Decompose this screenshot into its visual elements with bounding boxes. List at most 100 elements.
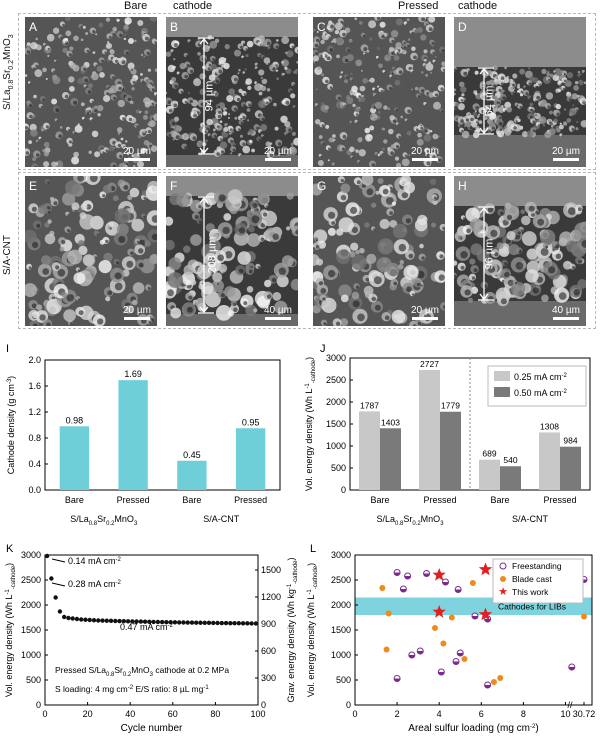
data-point xyxy=(185,620,190,625)
y-tick-label: 1000 xyxy=(326,441,346,451)
data-point xyxy=(206,620,212,626)
data-point-star xyxy=(432,605,446,618)
data-point-half xyxy=(455,589,462,593)
y-right-tick-label: 0 xyxy=(261,700,266,710)
group-label: S/La0.8Sr0.2MnO3 xyxy=(376,514,444,527)
data-point-half xyxy=(442,582,449,585)
data-point xyxy=(113,618,118,624)
scale-bar: 20 µm xyxy=(264,146,292,161)
legend-marker xyxy=(499,562,507,570)
data-point xyxy=(581,613,587,620)
scale-bar-label: 20 µm xyxy=(264,146,292,157)
data-point xyxy=(74,616,80,622)
x-axis-label: Cycle number xyxy=(121,723,183,734)
legend-label: Blade cast xyxy=(512,574,552,584)
data-point-half xyxy=(394,678,401,682)
x-tick-label: 60 xyxy=(168,709,178,719)
chart-i: I 0.0 0.4 0.8 1.2 1.6 2.0 0.98 Bare 1.69 Pressed 0.… xyxy=(6,343,281,527)
data-point xyxy=(57,609,63,614)
sem-panel-letter: D xyxy=(458,20,467,34)
x-tick-label: Bare xyxy=(182,495,201,505)
data-point xyxy=(440,640,447,647)
y-tick-label: 3000 xyxy=(331,550,351,560)
axis-break: // xyxy=(567,700,573,710)
scale-bar: 20 µm xyxy=(123,146,151,161)
bar xyxy=(500,466,521,490)
y-tick-label: 500 xyxy=(331,463,346,473)
legend-label: Freestanding xyxy=(512,561,562,571)
y-right-tick-label: 900 xyxy=(261,619,276,629)
bar xyxy=(177,460,207,490)
annotation: 0.28 mA cm-2 xyxy=(68,579,122,589)
bar xyxy=(440,411,461,490)
thickness-label: 94 µm xyxy=(203,80,216,112)
data-point xyxy=(385,610,392,617)
data-point-half xyxy=(484,685,491,688)
panel-letter-j: J xyxy=(320,343,326,355)
y-tick-label: 1500 xyxy=(21,625,41,635)
panel-letter-i: I xyxy=(6,343,9,355)
data-point xyxy=(228,620,233,626)
bar-value-label: 0.45 xyxy=(183,450,201,460)
x-tick-label: Pressed xyxy=(117,495,150,505)
data-point xyxy=(104,618,109,623)
x-tick-label: 20 xyxy=(83,709,93,719)
x-tick-label: 10 xyxy=(560,709,570,719)
bar-value-label: 1.69 xyxy=(124,369,142,379)
bar-value-label: 1308 xyxy=(540,421,559,431)
data-point xyxy=(121,619,127,624)
x-tick-label: 6 xyxy=(479,709,484,719)
plot-frame xyxy=(44,359,281,491)
data-point-half xyxy=(471,616,478,619)
data-point xyxy=(134,619,139,624)
data-point-half xyxy=(408,655,415,658)
y-tick-label: 1000 xyxy=(331,650,351,660)
scale-bar: 20 µm xyxy=(411,305,439,320)
scale-bar-label: 20 µm xyxy=(123,146,151,157)
legend-swatch xyxy=(494,387,510,397)
bar xyxy=(359,411,380,490)
legend-box xyxy=(492,558,584,604)
sem-panel-letter: A xyxy=(29,20,38,34)
y-tick-label: 0 xyxy=(346,700,351,710)
panel-letter-l: L xyxy=(310,543,316,555)
note: S loading: 4 mg cm-2 E/S ratio: 8 µL mg-… xyxy=(55,684,209,694)
data-point-half xyxy=(417,651,424,654)
band-label: Cathodes for LIBs xyxy=(498,601,566,611)
x-tick-label: 8 xyxy=(521,709,526,719)
bar xyxy=(539,432,560,490)
x-tick-label: 100 xyxy=(250,709,265,719)
legend-label: 0.50 mA cm-2 xyxy=(514,388,568,398)
data-point xyxy=(142,619,148,624)
data-point xyxy=(211,620,216,626)
header-cathode-2: cathode xyxy=(458,0,498,12)
data-point xyxy=(215,620,220,626)
header-pressed: Pressed xyxy=(398,0,439,12)
data-point xyxy=(172,620,178,625)
group-label: S/La0.8Sr0.2MnO3 xyxy=(70,514,138,527)
data-point xyxy=(245,621,250,626)
y-tick-label: 0.0 xyxy=(28,485,41,495)
data-point xyxy=(44,553,50,559)
y-right-tick-label: 1200 xyxy=(261,592,281,602)
panel-letter-k: K xyxy=(6,543,14,555)
scale-bar: 40 µm xyxy=(264,305,292,320)
data-point xyxy=(79,617,84,622)
data-point xyxy=(431,625,438,631)
y-tick-label: 0.8 xyxy=(28,433,41,443)
y-axis-label: Vol. energy density (Wh L-1-cathode) xyxy=(306,563,319,697)
data-point-half xyxy=(568,667,575,670)
y-tick-label: 2500 xyxy=(331,575,351,585)
data-point xyxy=(96,618,101,623)
chart-j: J 0 500 1000 1500 2000 2500 3000 1787 2727 689 1308… xyxy=(304,343,591,527)
data-point-star xyxy=(478,562,493,576)
legend-label: 0.25 mA cm-2 xyxy=(514,372,568,382)
data-point xyxy=(151,619,156,625)
data-point-half xyxy=(404,576,411,579)
data-point xyxy=(61,614,67,620)
data-point xyxy=(83,617,88,622)
data-point xyxy=(125,619,131,624)
data-point xyxy=(70,616,75,621)
data-point xyxy=(91,618,97,623)
y-tick-label: 1.2 xyxy=(28,407,41,417)
